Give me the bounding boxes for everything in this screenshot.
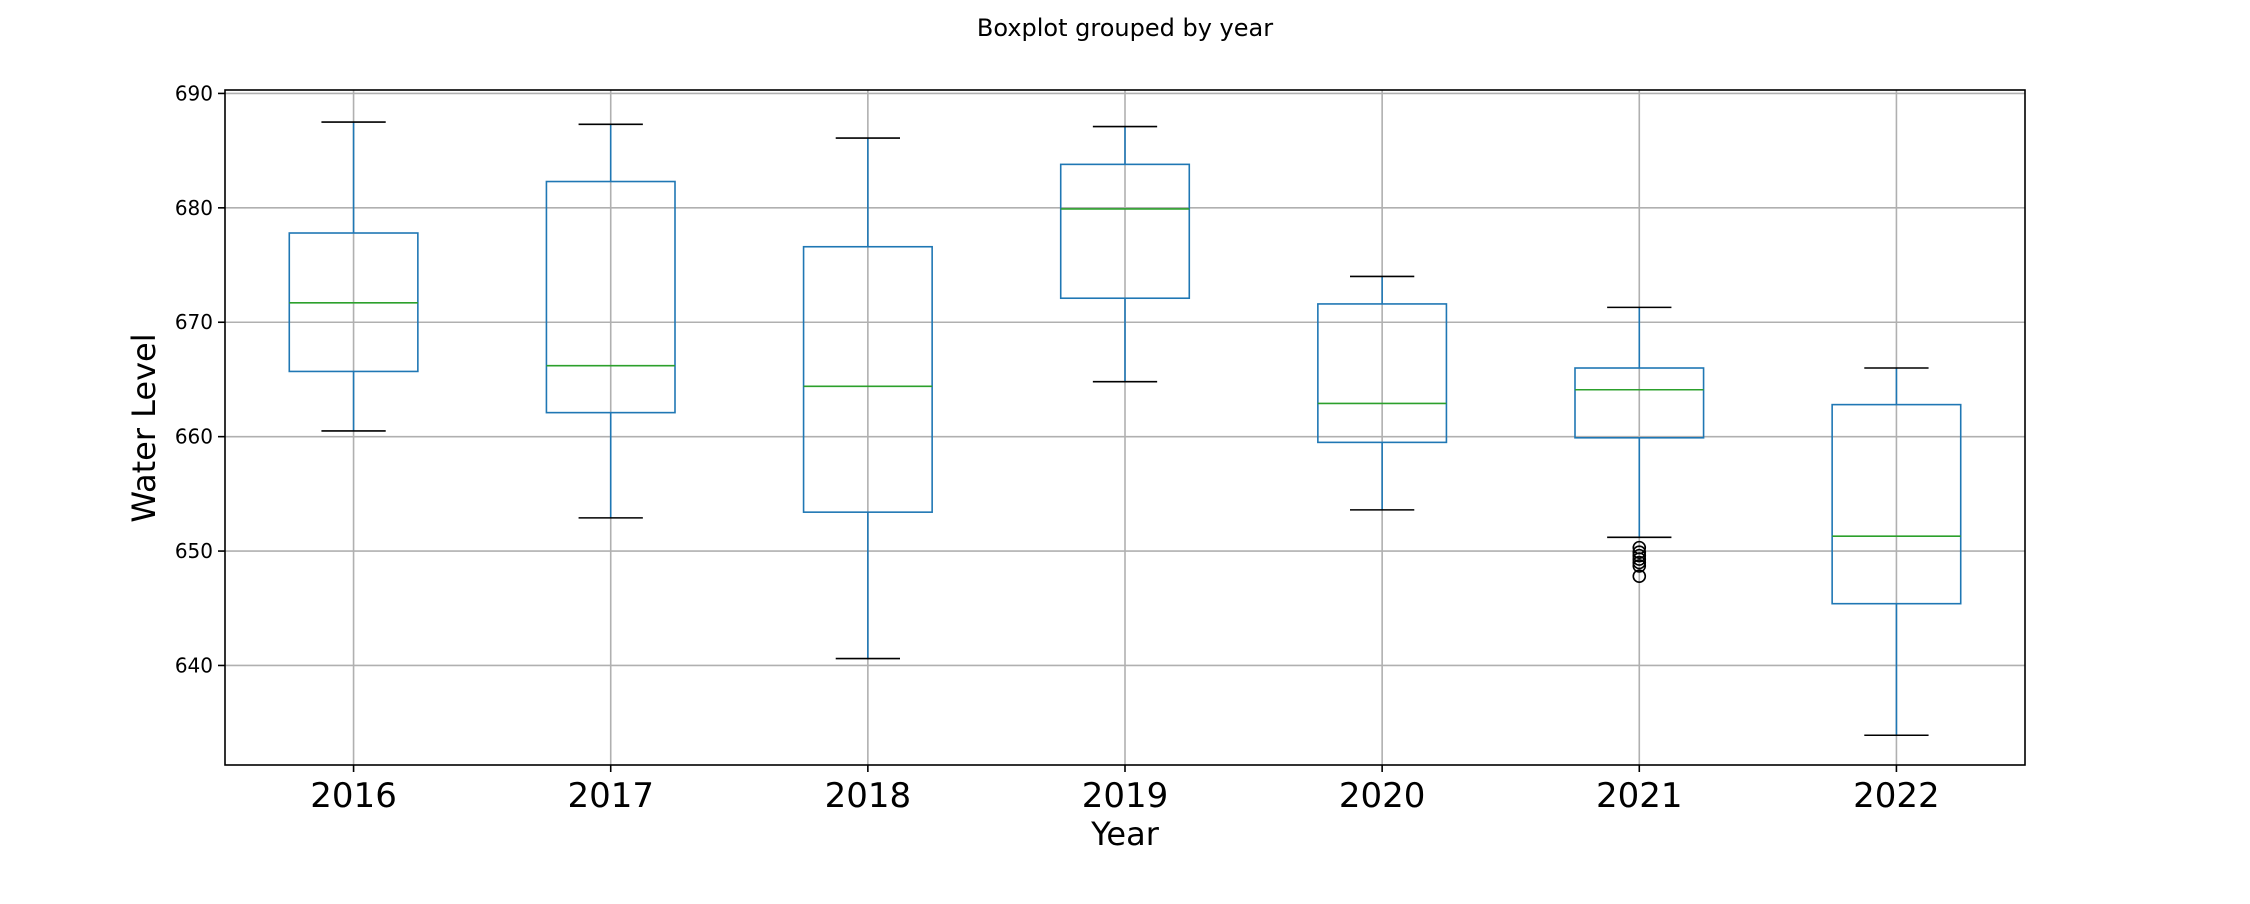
outlier-point (1632, 552, 1647, 566)
box-iqr (1059, 163, 1191, 300)
x-tick-label: 2018 (825, 776, 912, 816)
outlier-point (1632, 545, 1647, 560)
y-axis-label: Water Level (125, 333, 163, 522)
x-tick-label: 2019 (1082, 776, 1169, 816)
box-group-2018 (802, 137, 933, 660)
x-tick-label: 2020 (1339, 776, 1426, 816)
y-tick-label: 670 (175, 310, 213, 334)
box-iqr (802, 245, 933, 513)
y-tick-label: 690 (175, 81, 213, 105)
x-tick-label: 2022 (1853, 776, 1940, 816)
box-group-2019 (1059, 125, 1191, 383)
box-group-2017 (545, 123, 676, 519)
box-iqr (1831, 403, 1962, 605)
outlier-point (1632, 569, 1647, 584)
y-tick-label: 640 (175, 653, 213, 677)
box-series (288, 121, 1962, 737)
axes: 640 650 660 670 680 690 2016 2017 2018 2019 2020 20… (175, 81, 1940, 816)
grid-lines (225, 90, 2025, 765)
outlier-point (1632, 555, 1647, 570)
x-tick-label: 2021 (1596, 776, 1683, 816)
x-axis-label: Year (1090, 815, 1160, 853)
y-tick-label: 680 (175, 196, 213, 220)
x-tick-label: 2016 (310, 776, 397, 816)
y-tick-label: 650 (175, 539, 213, 563)
chart-title: Boxplot grouped by year (977, 14, 1273, 42)
box-iqr (545, 180, 676, 414)
outlier-point (1632, 548, 1647, 563)
box-group-2021 (1574, 306, 1705, 584)
box-group-2020 (1317, 275, 1448, 511)
y-tick-label: 660 (175, 425, 213, 449)
box-group-2016 (288, 121, 419, 432)
outlier-point (1632, 559, 1647, 573)
box-iqr (1317, 303, 1448, 444)
x-tick-label: 2017 (567, 776, 654, 816)
box-iqr (1574, 367, 1705, 439)
box-group-2022 (1831, 367, 1962, 737)
